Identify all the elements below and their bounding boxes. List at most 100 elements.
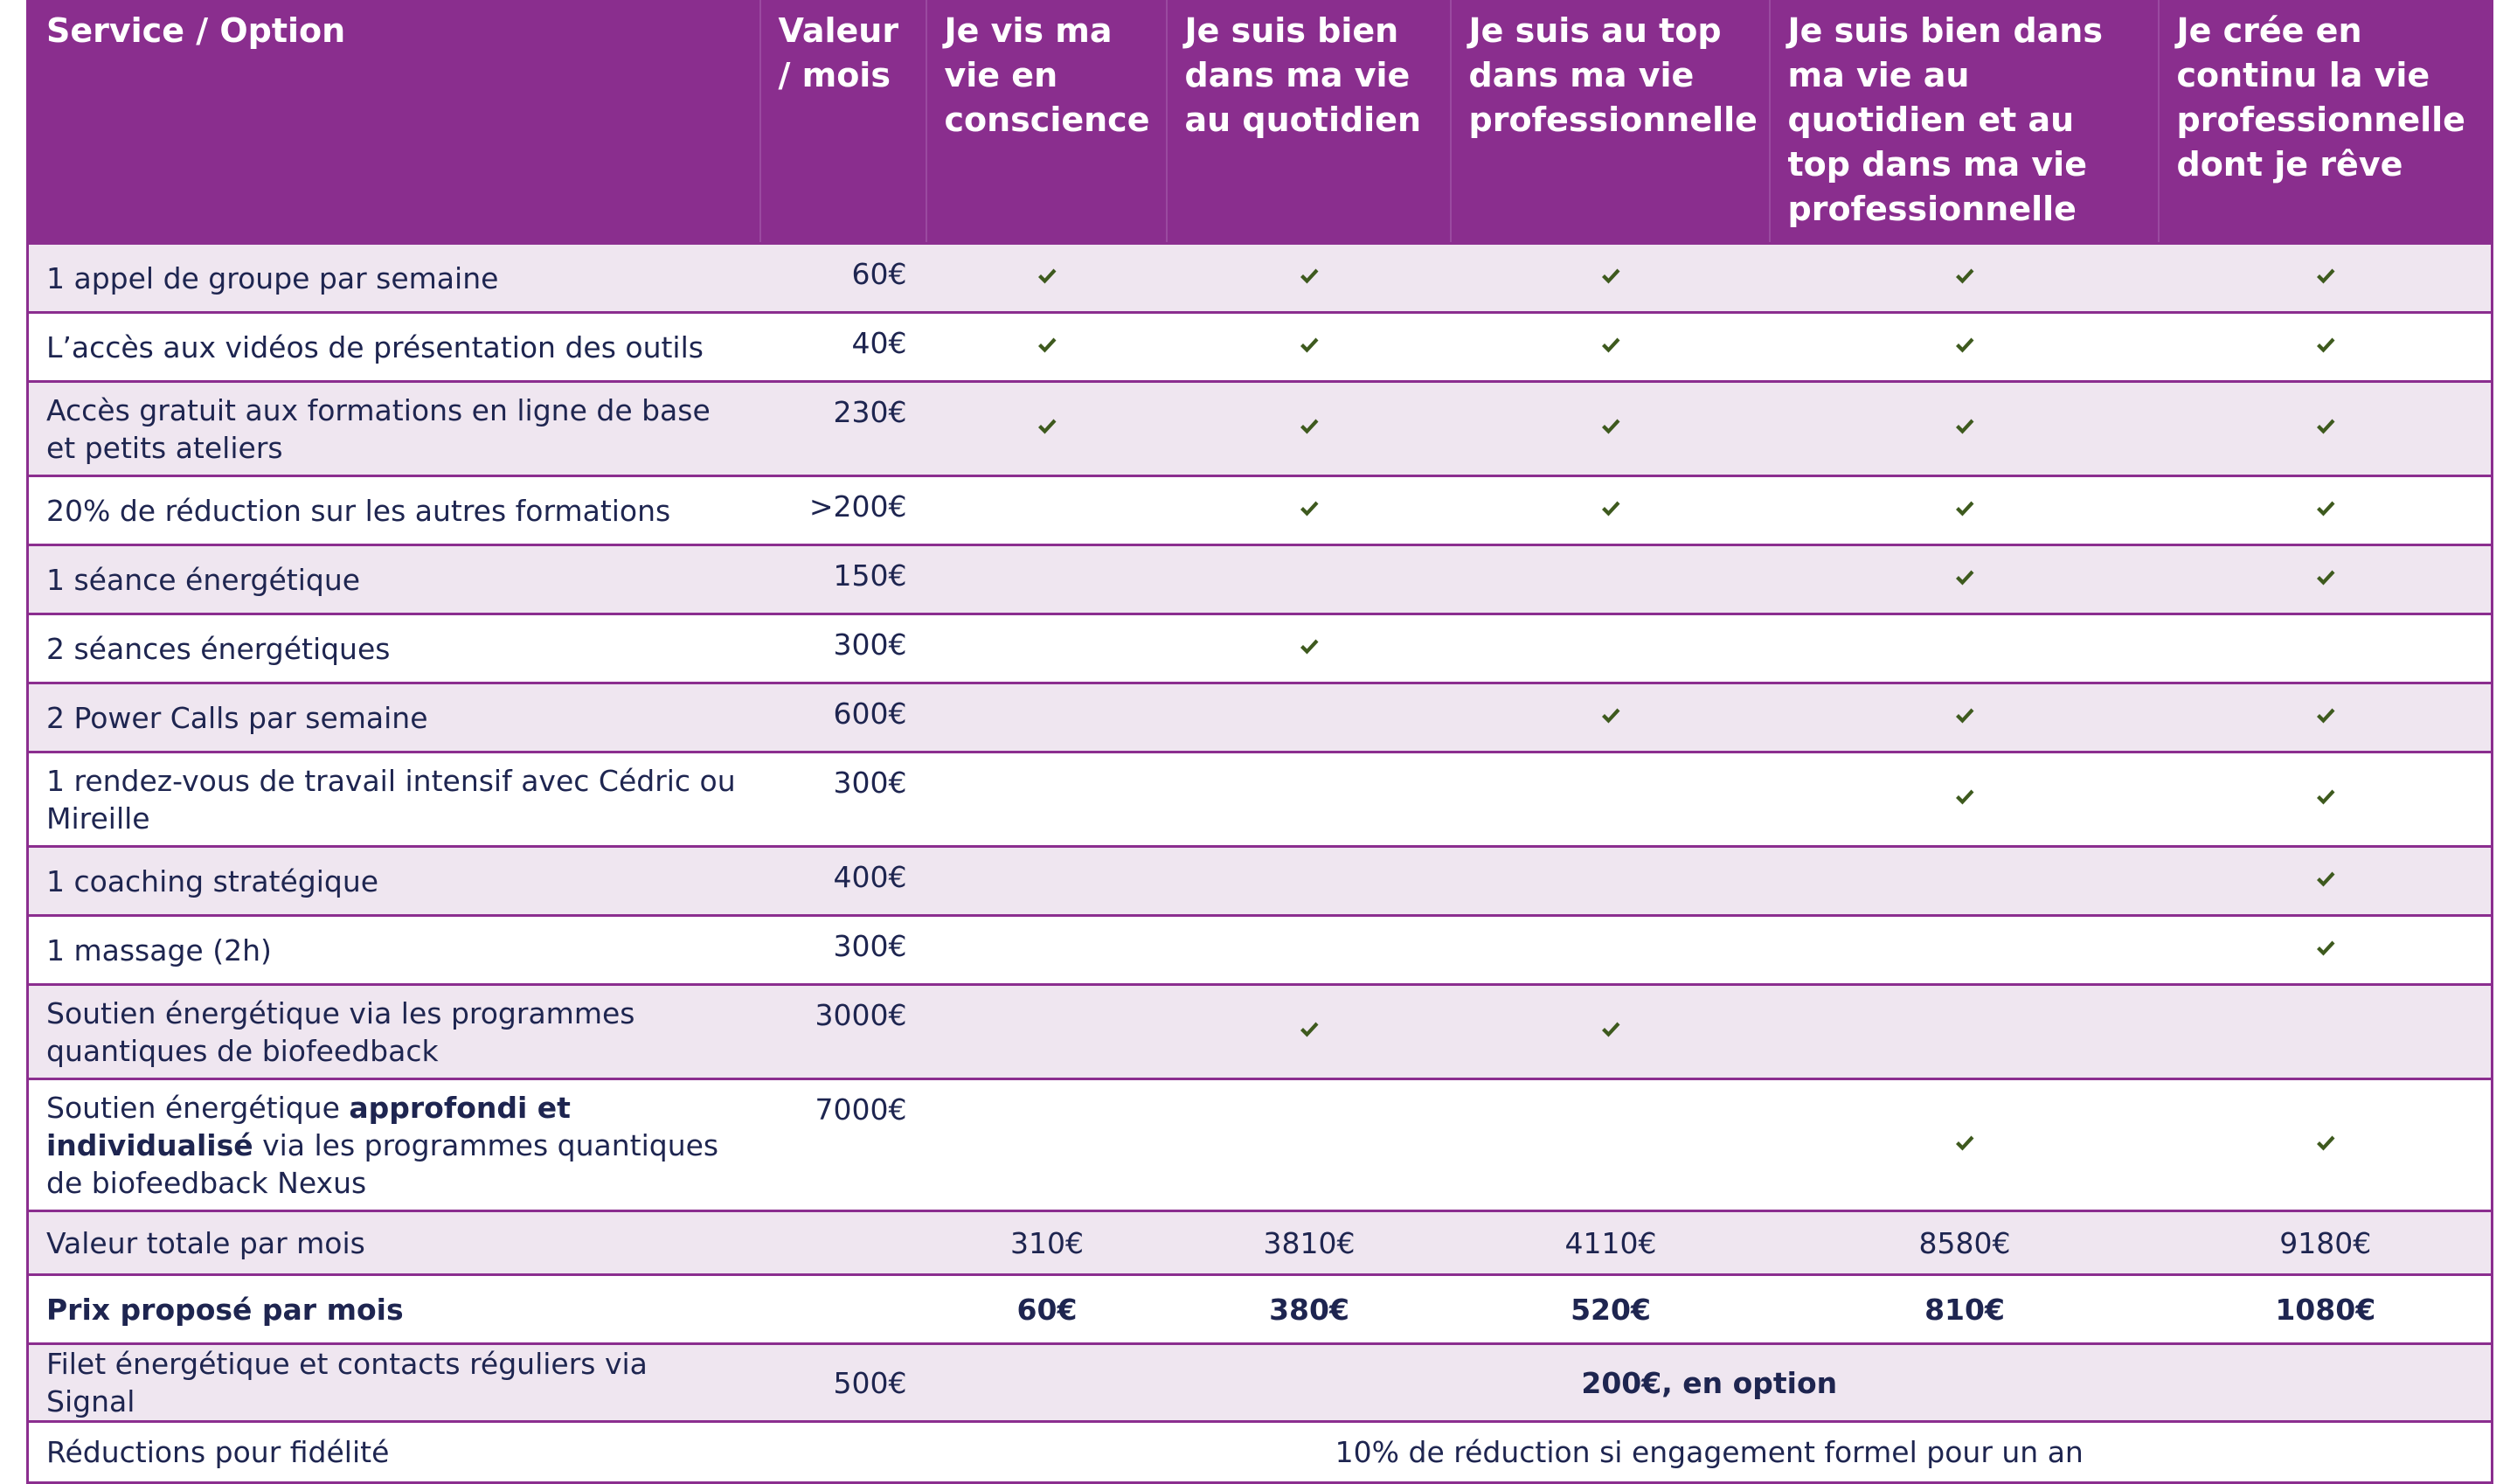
plan-cell-2 xyxy=(1166,311,1451,382)
plan-cell-4 xyxy=(1769,914,2159,985)
fidelite-label: Réductions pour fidélité xyxy=(27,1420,760,1484)
header-plan-2: Je suis bien dans ma vie au quotidien xyxy=(1165,0,1451,244)
checkmark-icon xyxy=(2316,1135,2335,1150)
checkmark-icon xyxy=(1038,268,1057,283)
plan-cell-5 xyxy=(2158,751,2493,847)
checkmark-icon xyxy=(2316,268,2335,283)
plan-cell-3 xyxy=(1450,682,1770,752)
service-label: 1 rendez-vous de travail intensif avec C… xyxy=(27,751,760,847)
table-row: 1 rendez-vous de travail intensif avec C… xyxy=(27,751,2493,847)
plan-cell-4 xyxy=(1769,1078,2159,1211)
total-value-plan-5: 9180€ xyxy=(2158,1210,2493,1275)
plan-cell-5 xyxy=(2158,544,2493,614)
table-row: Accès gratuit aux formations en ligne de… xyxy=(27,380,2493,476)
table-row: 1 séance énergétique 150€ xyxy=(27,544,2493,614)
checkmark-icon xyxy=(1956,708,1974,723)
plan-cell-5 xyxy=(2158,682,2493,752)
service-label: Accès gratuit aux formations en ligne de… xyxy=(27,380,760,476)
plan-cell-1 xyxy=(926,544,1167,614)
fidelite-note: 10% de réduction si engagement formel po… xyxy=(926,1420,2493,1484)
total-value-plan-2: 3810€ xyxy=(1166,1210,1451,1275)
plan-cell-5 xyxy=(2158,475,2493,545)
checkmark-icon xyxy=(1300,1022,1319,1037)
table-row: 2 séances énergétiques 300€ xyxy=(27,613,2493,683)
total-value-plan-3: 4110€ xyxy=(1450,1210,1770,1275)
service-label: Soutien énergétique via les programmes q… xyxy=(27,983,760,1079)
plan-cell-2 xyxy=(1166,242,1451,313)
header-service: Service / Option xyxy=(27,0,760,244)
service-value: 3000€ xyxy=(759,983,926,1079)
plan-cell-2 xyxy=(1166,845,1451,916)
plan-cell-4 xyxy=(1769,751,2159,847)
plan-cell-1 xyxy=(926,380,1167,476)
filet-label: Filet énergétique et contacts réguliers … xyxy=(27,1342,760,1422)
total-value-label: Valeur totale par mois xyxy=(27,1210,760,1275)
checkmark-icon xyxy=(1300,501,1319,516)
service-value: 40€ xyxy=(759,311,926,382)
fidelite-row: Réductions pour fidélité 10% de réduction… xyxy=(27,1420,2493,1484)
service-label-part: via les programmes quantiques de biofeed… xyxy=(46,1127,719,1200)
plan-cell-2 xyxy=(1166,983,1451,1079)
plan-cell-4 xyxy=(1769,380,2159,476)
service-label: 20% de réduction sur les autres formatio… xyxy=(27,475,760,545)
checkmark-icon xyxy=(1300,639,1319,654)
checkmark-icon xyxy=(2316,501,2335,516)
plan-cell-5 xyxy=(2158,845,2493,916)
plan-cell-5 xyxy=(2158,914,2493,985)
plan-cell-2 xyxy=(1166,682,1451,752)
proposed-price-plan-1: 60€ xyxy=(926,1273,1167,1344)
checkmark-icon xyxy=(1300,419,1319,434)
proposed-price-plan-2: 380€ xyxy=(1166,1273,1451,1344)
plan-cell-3 xyxy=(1450,983,1770,1079)
plan-cell-1 xyxy=(926,751,1167,847)
plan-cell-3 xyxy=(1450,311,1770,382)
table-row: 1 coaching stratégique 400€ xyxy=(27,845,2493,916)
plan-cell-3 xyxy=(1450,845,1770,916)
plan-cell-2 xyxy=(1166,751,1451,847)
plan-cell-4 xyxy=(1769,475,2159,545)
checkmark-icon xyxy=(1602,708,1620,723)
service-value: 400€ xyxy=(759,845,926,916)
checkmark-icon xyxy=(1602,501,1620,516)
table-row: Soutien énergétique approfondi et indivi… xyxy=(27,1078,2493,1211)
service-label: 1 massage (2h) xyxy=(27,914,760,985)
table-row: L’accès aux vidéos de présentation des o… xyxy=(27,311,2493,382)
service-label: 1 appel de groupe par semaine xyxy=(27,242,760,313)
service-value: 300€ xyxy=(759,914,926,985)
proposed-price-row: Prix proposé par mois 60€ 380€ 520€ 810€ 1080… xyxy=(27,1273,2493,1344)
plan-cell-1 xyxy=(926,914,1167,985)
empty-cell xyxy=(759,1273,926,1344)
checkmark-icon xyxy=(2316,708,2335,723)
checkmark-icon xyxy=(1602,419,1620,434)
plan-cell-4 xyxy=(1769,983,2159,1079)
plan-cell-4 xyxy=(1769,845,2159,916)
plan-cell-5 xyxy=(2158,311,2493,382)
plan-cell-3 xyxy=(1450,475,1770,545)
plan-cell-2 xyxy=(1166,380,1451,476)
plan-cell-2 xyxy=(1166,544,1451,614)
plan-cell-5 xyxy=(2158,242,2493,313)
checkmark-icon xyxy=(1956,1135,1974,1150)
plan-cell-4 xyxy=(1769,242,2159,313)
total-value-row: Valeur totale par mois 310€ 3810€ 4110€ 8580… xyxy=(27,1210,2493,1275)
table-row: 1 appel de groupe par semaine 60€ xyxy=(27,242,2493,313)
total-value-plan-4: 8580€ xyxy=(1769,1210,2159,1275)
plan-cell-1 xyxy=(926,983,1167,1079)
service-label-part: Soutien énergétique xyxy=(46,1090,350,1125)
header-plan-4: Je suis bien dans ma vie au quotidien et… xyxy=(1768,0,2159,244)
plan-cell-1 xyxy=(926,311,1167,382)
checkmark-icon xyxy=(1956,419,1974,434)
empty-cell xyxy=(759,1210,926,1275)
table-header-row: Service / Option Valeur / mois Je vis ma… xyxy=(27,0,2493,244)
proposed-price-plan-5: 1080€ xyxy=(2158,1273,2493,1344)
service-label: L’accès aux vidéos de présentation des o… xyxy=(27,311,760,382)
checkmark-icon xyxy=(1956,570,1974,585)
checkmark-icon xyxy=(1038,337,1057,352)
checkmark-icon xyxy=(1300,337,1319,352)
service-label: 2 Power Calls par semaine xyxy=(27,682,760,752)
plan-cell-4 xyxy=(1769,682,2159,752)
checkmark-icon xyxy=(1300,268,1319,283)
plan-cell-5 xyxy=(2158,613,2493,683)
service-value: 300€ xyxy=(759,613,926,683)
plan-cell-3 xyxy=(1450,242,1770,313)
